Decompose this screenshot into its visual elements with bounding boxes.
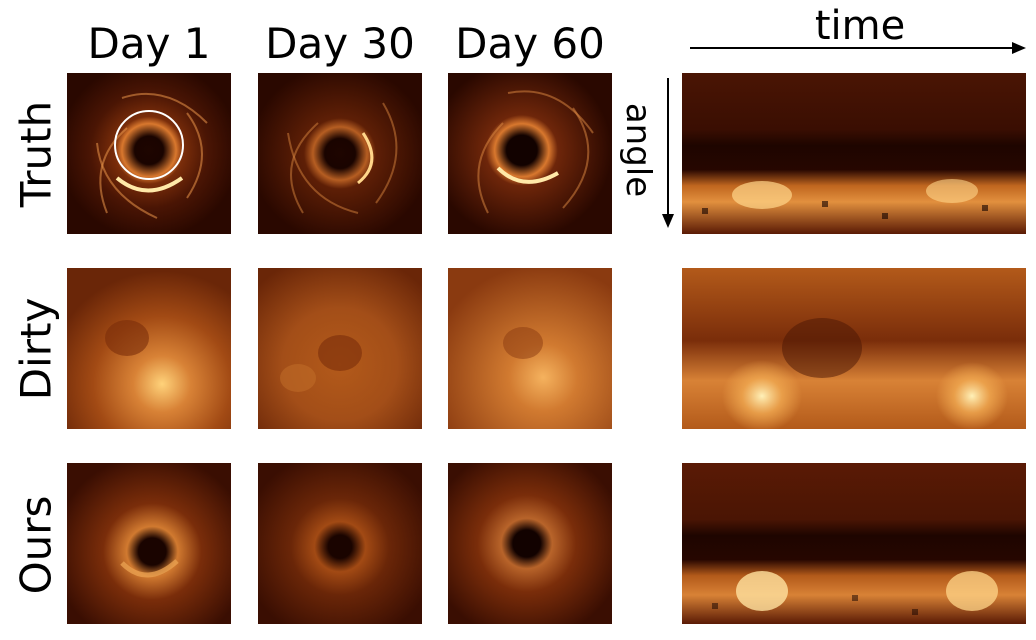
row-label-dirty: Dirty <box>11 297 61 401</box>
truth-day-1-image <box>67 73 231 234</box>
ours-day-30-image <box>258 463 422 624</box>
truth-day-30-image <box>258 73 422 234</box>
angle-arrow <box>662 78 674 228</box>
row-label-truth: Truth <box>11 100 61 208</box>
dirty-day-30-image <box>258 268 422 429</box>
row-label-ours: Ours <box>11 495 61 595</box>
ours-day-1-image <box>67 463 231 624</box>
truth-angle-time-plot <box>682 73 1026 234</box>
column-label-day-1: Day 1 <box>87 19 211 68</box>
time-arrow <box>690 42 1026 54</box>
column-label-day-60: Day 60 <box>455 19 605 68</box>
angle-axis-label: angle <box>618 102 658 198</box>
dirty-day-1-image <box>67 268 231 429</box>
ours-day-60-image <box>448 463 612 624</box>
time-axis-label: time <box>814 3 906 49</box>
ours-angle-time-plot <box>682 463 1026 624</box>
column-label-day-30: Day 30 <box>265 19 415 68</box>
dirty-angle-time-plot <box>682 268 1026 429</box>
truth-day-60-image <box>448 73 612 234</box>
dirty-day-60-image <box>448 268 612 429</box>
